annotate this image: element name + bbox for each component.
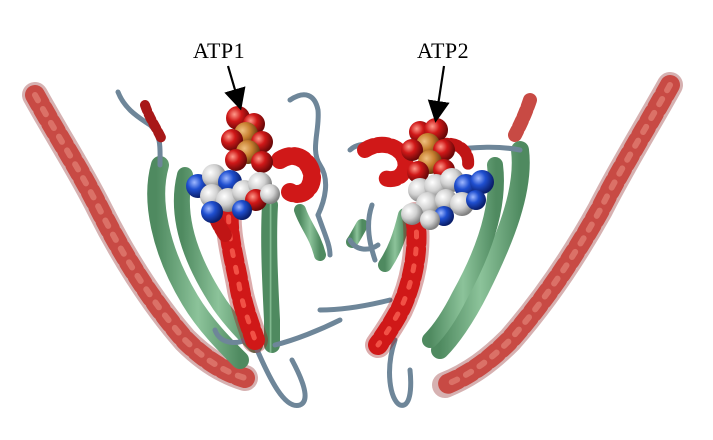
- atp2-label: ATP2: [417, 38, 469, 64]
- atp1-arrow: [228, 66, 238, 100]
- label-arrows: [228, 66, 444, 112]
- atp2-molecule: [401, 118, 494, 230]
- atp1-label: ATP1: [193, 38, 245, 64]
- atp2-arrow: [437, 66, 444, 112]
